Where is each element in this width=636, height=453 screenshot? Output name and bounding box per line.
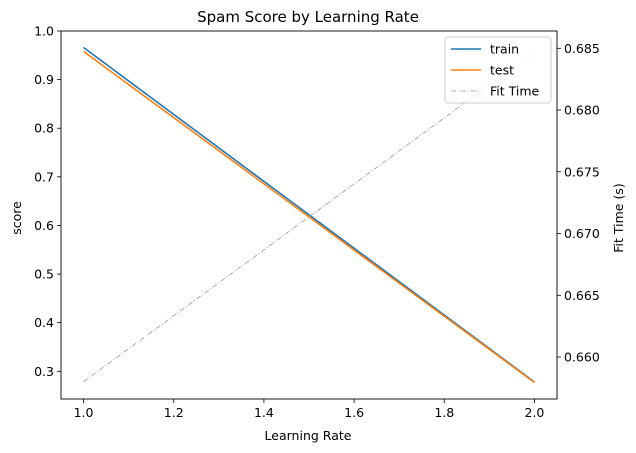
plot-frame [60, 30, 558, 400]
plot-area [60, 30, 558, 400]
legend-box [444, 36, 552, 104]
y-tick-label: 0.4 [34, 315, 54, 330]
y-axis-left: 0.3 0.4 0.5 0.6 0.7 0.8 0.9 1.0 [34, 24, 61, 379]
y-tick-label: 0.9 [34, 72, 54, 87]
x-tick-label: 1.6 [344, 405, 364, 420]
series-line-train [83, 46, 535, 383]
series-line-test [83, 50, 535, 384]
y-tick-label: 1.0 [34, 24, 54, 39]
y-tick-label: 0.6 [34, 218, 54, 233]
series-line-fit-time [83, 51, 535, 383]
y2-tick-label: 0.670 [564, 226, 600, 241]
y-tick-label: 0.8 [34, 121, 54, 136]
y2-tick-label: 0.665 [564, 288, 600, 303]
y2-axis-label: Fit Time (s) [611, 183, 626, 252]
y2-tick-label: 0.685 [564, 41, 600, 56]
legend-entry-label: Fit Time [490, 84, 540, 99]
x-tick-label: 1.0 [74, 405, 94, 420]
y2-tick-label: 0.675 [564, 164, 600, 179]
y-tick-label: 0.3 [34, 364, 54, 379]
y-tick-label: 0.7 [34, 169, 54, 184]
y-axis-label: score [9, 201, 24, 235]
legend-entry-label: test [490, 63, 514, 78]
y-tick-label: 0.5 [34, 267, 54, 282]
chart-title: Spam Score by Learning Rate [197, 8, 419, 26]
x-tick-label: 1.4 [254, 405, 274, 420]
legend: train test Fit Time [444, 36, 552, 104]
y2-tick-label: 0.660 [564, 350, 600, 365]
x-tick-label: 1.8 [434, 405, 454, 420]
legend-entry-label: train [490, 42, 519, 57]
x-axis-label: Learning Rate [265, 428, 352, 443]
y2-tick-label: 0.680 [564, 103, 600, 118]
x-tick-label: 2.0 [525, 405, 545, 420]
x-tick-label: 1.2 [164, 405, 184, 420]
y-axis-right: 0.660 0.665 0.670 0.675 0.680 0.685 [557, 41, 600, 365]
x-axis: 1.0 1.2 1.4 1.6 1.8 2.0 [74, 399, 545, 420]
